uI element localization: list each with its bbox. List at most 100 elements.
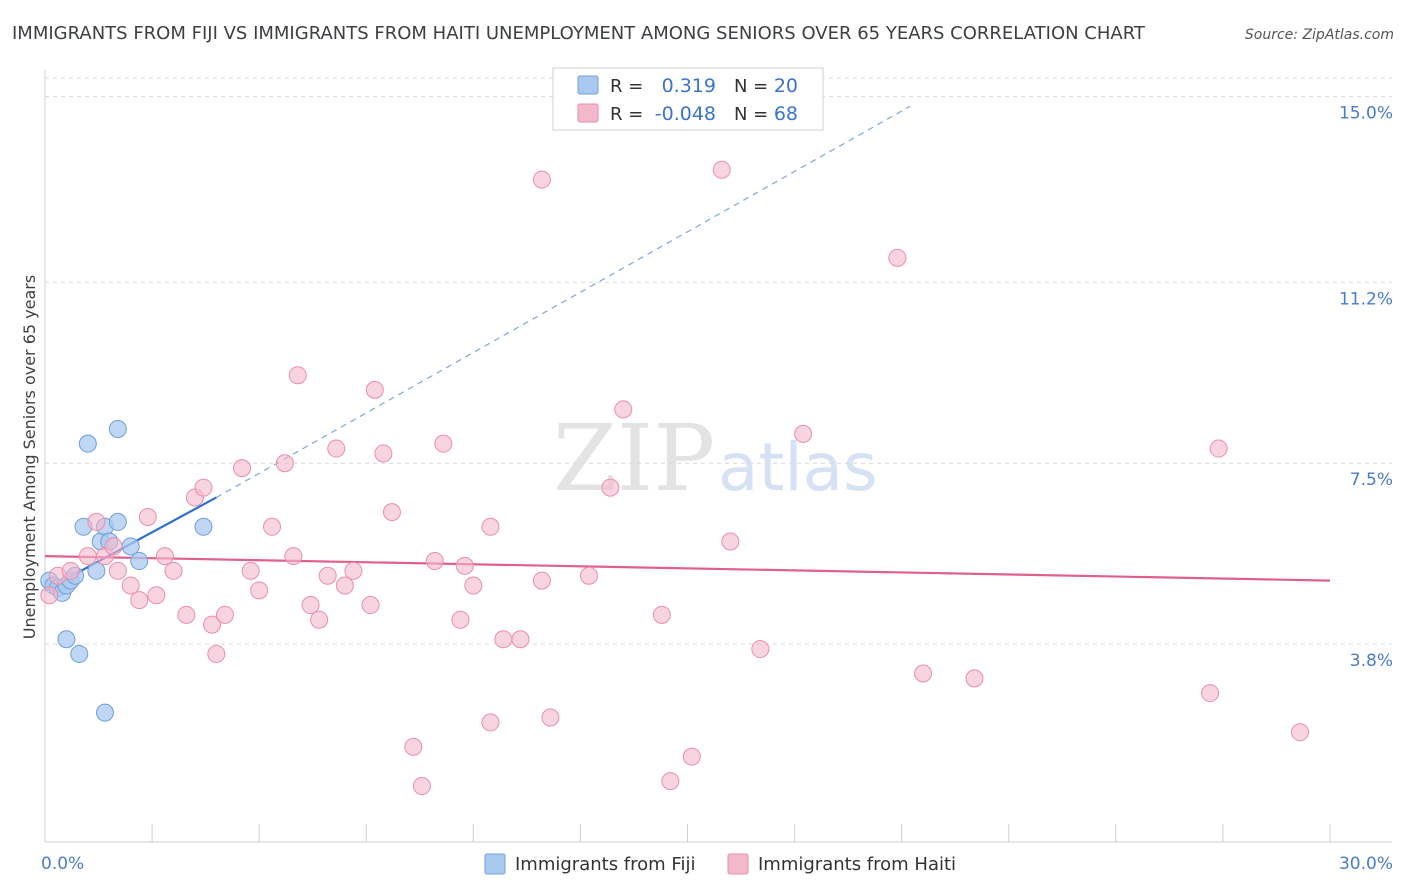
x-tick-label: 0.0% [41,854,84,874]
series-legend: Immigrants from Fiji Immigrants from Hai… [484,853,956,875]
haiti-point [130,591,149,610]
legend-n-label-fiji: N = [734,76,768,97]
data-points [40,160,1310,795]
fiji-point [95,703,114,722]
haiti-point [751,640,770,659]
chart-source: Source: ZipAtlas.com [1245,27,1394,43]
haiti-point [121,576,140,595]
legend-r-value-haiti: -0.048 [655,103,716,125]
fiji-point [78,434,97,453]
haiti-point [1291,723,1310,742]
fiji-point [70,644,89,663]
haiti-point [425,552,444,571]
y-tick-label: 3.8% [1350,651,1393,671]
haiti-point [203,615,222,634]
x-tick-label: 30.0% [1339,854,1393,874]
fiji-point [194,517,213,536]
haiti-point [532,170,551,189]
haiti-point [207,644,226,663]
haiti-point [541,708,560,727]
haiti-point [661,772,680,791]
haiti-point [233,459,252,478]
haiti-point [481,713,500,732]
haiti-point [511,630,530,649]
haiti-point [241,561,260,580]
haiti-point [652,605,671,624]
legend-r-label-haiti: R = [610,104,643,125]
tick-labels: 3.8% 7.5% 11.2% 15.0% 0.0% 30.0% [41,103,1393,874]
y-axis-label: Unemployment Among Seniors over 65 years [20,275,39,639]
haiti-trend-line [44,555,1331,582]
haiti-point [404,737,423,756]
haiti-point [888,248,907,267]
legend-r-label-fiji: R = [610,76,643,97]
haiti-point [965,669,984,688]
haiti-point [614,400,633,419]
y-tick-label: 11.2% [1339,289,1393,309]
fiji-point [108,419,127,438]
legend-n-value-fiji: 20 [774,75,798,97]
haiti-point [794,424,813,443]
fiji-point [121,537,140,556]
haiti-point [147,586,166,605]
haiti-point [579,566,598,585]
haiti-point [1209,439,1228,458]
y-tick-label: 7.5% [1350,470,1393,490]
haiti-point [451,610,470,629]
haiti-point [250,581,269,600]
haiti-point [374,444,393,463]
haiti-point [601,478,620,497]
haiti-point [682,747,701,766]
bottom-legend-label-fiji: Immigrants from Fiji [515,854,695,875]
haiti-point [164,561,183,580]
haiti-point [434,434,453,453]
haiti-point [327,439,346,458]
svg-text:atlas: atlas [718,429,878,506]
fiji-trend-extension [216,105,911,498]
haiti-point [455,556,474,575]
correlation-legend: R = 0.319 N = 20 R = -0.048 N = 68 [552,67,824,131]
legend-r-value-fiji: 0.319 [662,75,716,97]
bottom-legend-swatch-fiji [484,853,506,875]
haiti-point [310,610,329,629]
zipatlas-watermark: ZIP atlas [553,405,878,512]
haiti-point [914,664,933,683]
fiji-point [130,552,149,571]
haiti-point [87,512,106,531]
haiti-point [40,586,59,605]
haiti-point [532,571,551,590]
haiti-point [301,596,320,615]
axes [44,70,1392,843]
haiti-point [464,576,483,595]
haiti-point [104,537,123,556]
haiti-point [288,366,307,385]
haiti-point [284,547,303,566]
haiti-point [481,517,500,536]
haiti-point [494,630,513,649]
haiti-point [1201,684,1220,703]
haiti-point [61,561,80,580]
legend-swatch-fiji [577,75,599,95]
haiti-point [194,478,213,497]
chart-title: IMMIGRANTS FROM FIJI VS IMMIGRANTS FROM … [12,23,1146,44]
haiti-point [365,380,384,399]
fiji-point [57,630,76,649]
haiti-point [382,503,401,522]
fiji-point [87,561,106,580]
haiti-point [108,561,127,580]
haiti-point [335,576,354,595]
fiji-point [108,512,127,531]
haiti-point [177,605,196,624]
haiti-point [215,605,234,624]
haiti-point [712,160,731,179]
legend-n-label-haiti: N = [734,104,768,125]
haiti-point [361,596,380,615]
trend-lines [44,105,1331,592]
bottom-legend-label-haiti: Immigrants from Haiti [758,854,956,875]
legend-n-value-haiti: 68 [774,103,798,125]
haiti-point [155,547,174,566]
haiti-point [275,454,294,473]
y-tick-label: 15.0% [1339,103,1393,123]
haiti-point [263,517,282,536]
haiti-point [138,508,157,527]
